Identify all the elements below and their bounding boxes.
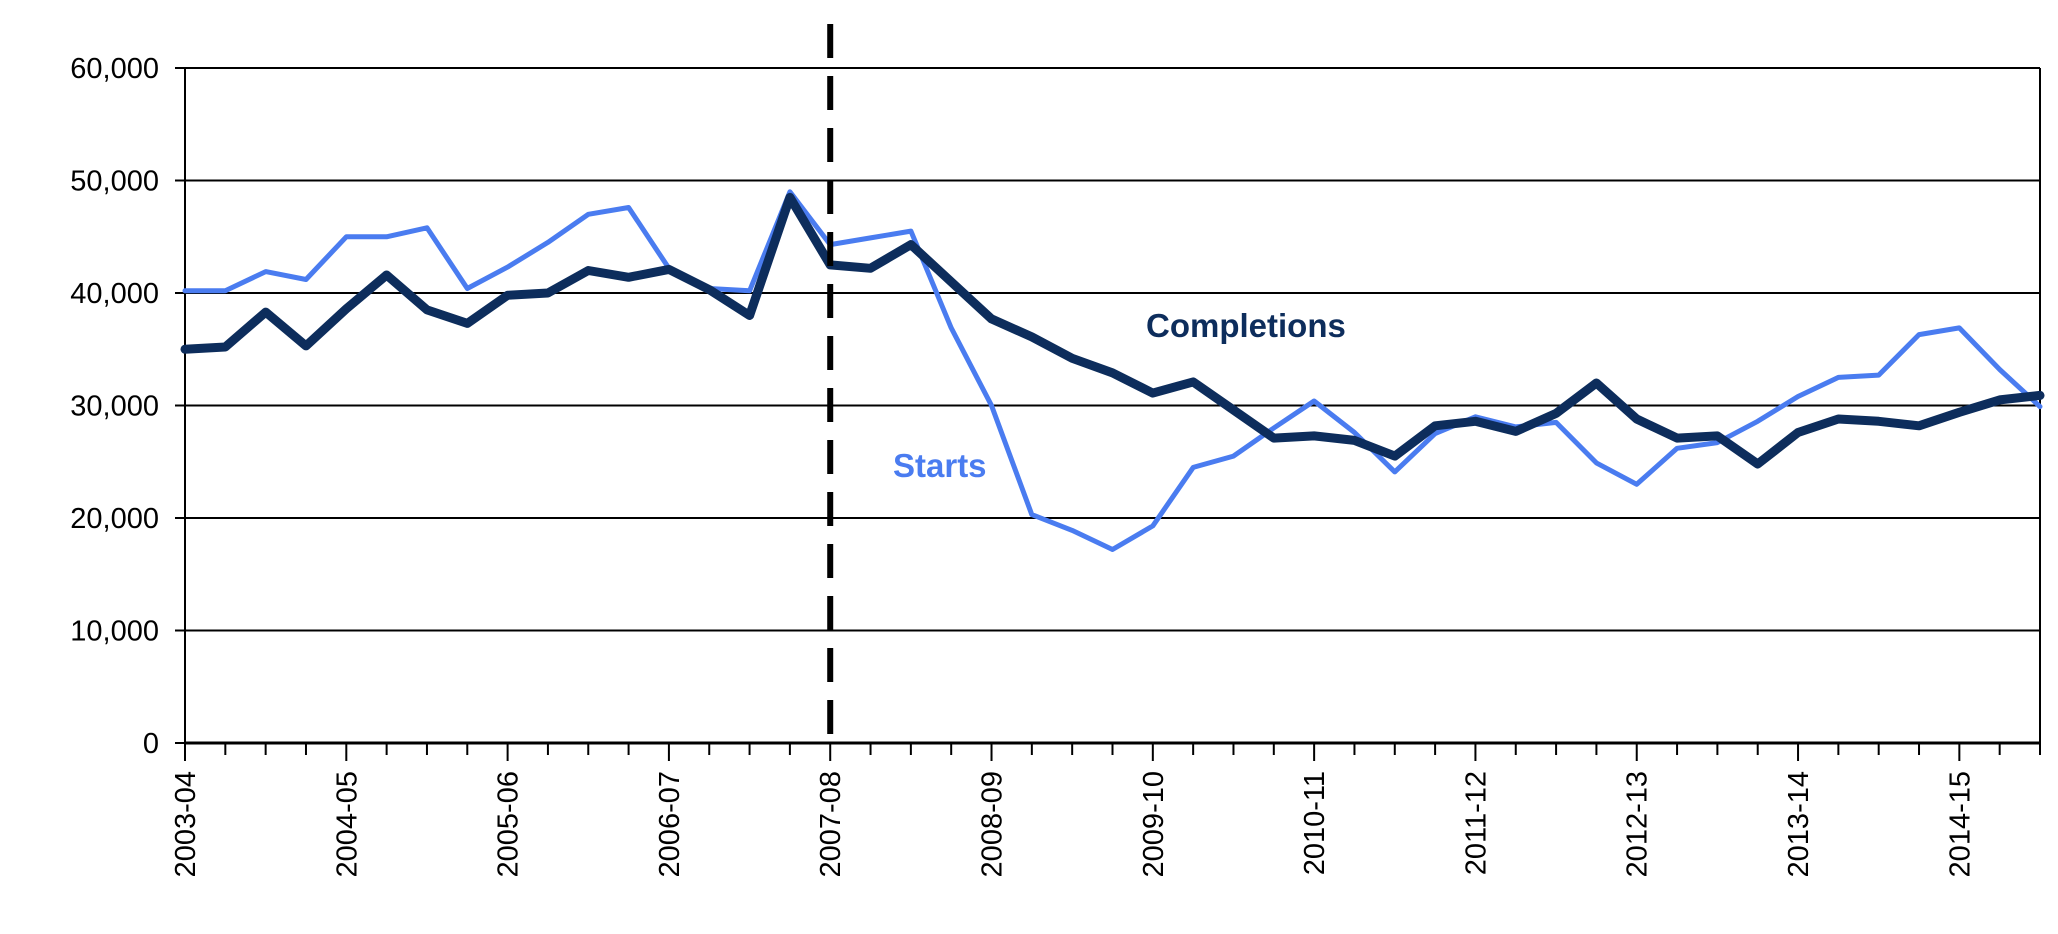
y-tick-label: 40,000 — [70, 278, 159, 310]
x-tick-label: 2004-05 — [331, 771, 363, 877]
x-tick-label: 2007-08 — [815, 771, 847, 877]
x-tick-label: 2006-07 — [654, 771, 686, 877]
y-axis-ticks: 0 10,000 20,000 30,000 40,000 50,000 60,000 — [70, 53, 185, 760]
x-tick-label: 2009-10 — [1138, 771, 1170, 877]
y-tick-label: 10,000 — [70, 616, 159, 648]
gridlines — [185, 67, 2040, 744]
series-label-starts: Starts — [893, 447, 987, 484]
series-line-starts — [182, 189, 2043, 552]
y-tick-label: 60,000 — [70, 53, 159, 85]
series-label-completions: Completions — [1146, 307, 1346, 344]
x-tick-label: 2010-11 — [1299, 771, 1331, 875]
x-tick-label: 2014-15 — [1944, 771, 1976, 877]
y-tick-label: 0 — [143, 728, 159, 760]
x-axis: 2003-04 2004-05 2005-06 2006-07 2007-08 2008-… — [170, 68, 2041, 877]
x-tick-label: 2012-13 — [1622, 771, 1654, 877]
x-tick-label: 2011-12 — [1460, 771, 1492, 875]
x-tick-label: 2005-06 — [493, 771, 525, 877]
y-tick-label: 50,000 — [70, 166, 159, 198]
x-tick-label: 2013-14 — [1783, 771, 1815, 877]
x-tick-label: 2003-04 — [170, 771, 202, 877]
x-tick-label: 2008-09 — [977, 771, 1009, 877]
y-tick-label: 30,000 — [70, 391, 159, 423]
y-tick-label: 20,000 — [70, 503, 159, 535]
series-lines — [180, 189, 2045, 552]
series-line-completions — [180, 192, 2045, 469]
